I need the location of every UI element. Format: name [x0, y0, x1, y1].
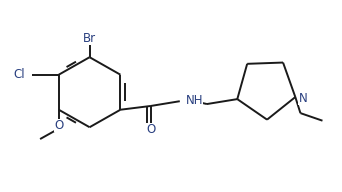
Text: O: O	[146, 123, 156, 136]
Text: Br: Br	[83, 32, 96, 45]
Text: Cl: Cl	[14, 68, 26, 81]
Text: O: O	[54, 119, 63, 132]
Text: NH: NH	[186, 94, 203, 107]
Text: N: N	[299, 92, 307, 105]
